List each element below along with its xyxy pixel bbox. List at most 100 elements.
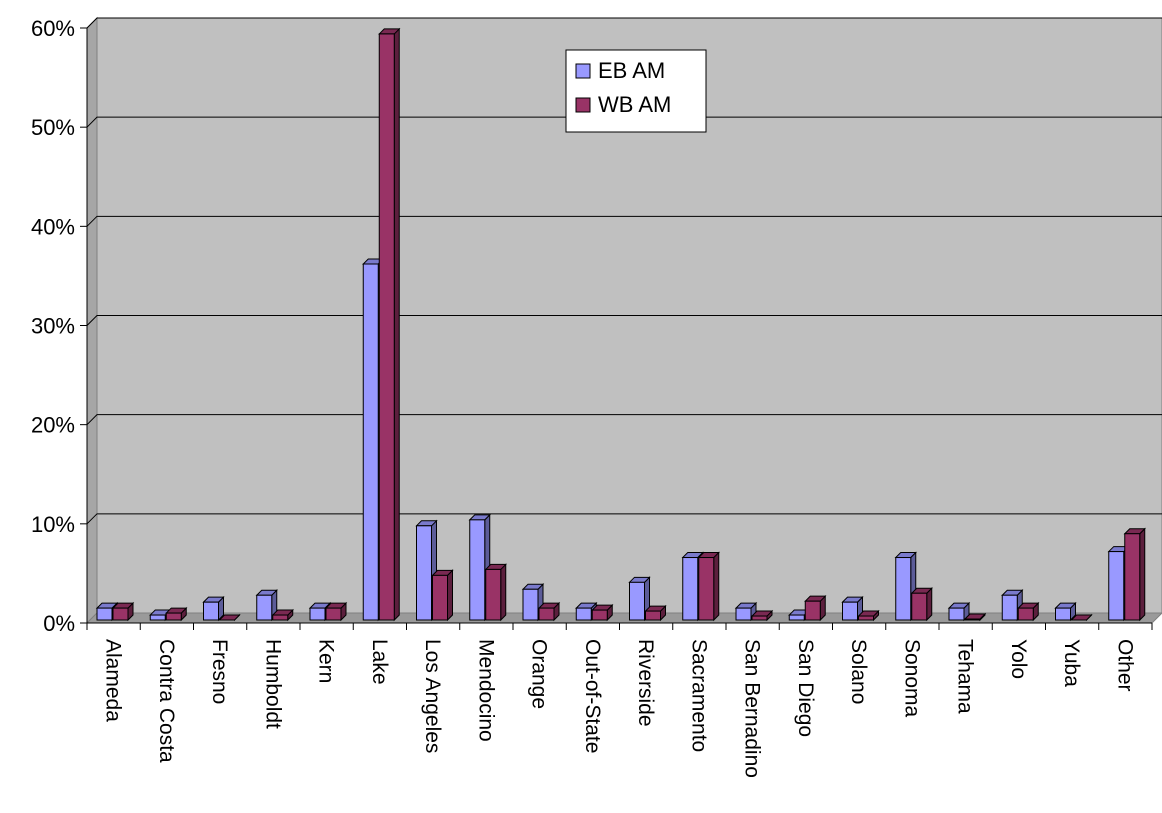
bar-front: [485, 568, 502, 621]
bar-front: [256, 594, 273, 621]
bar-front: [165, 612, 182, 621]
bar-front: [1055, 607, 1071, 621]
bar-side: [500, 563, 507, 622]
y-tick-label: 60%: [31, 16, 75, 41]
x-tick-label: Out-of-State: [581, 639, 604, 753]
bar-front: [522, 588, 539, 621]
bar-wb-am-humboldt: [271, 608, 294, 622]
bar-side: [393, 27, 400, 622]
gridline: [86, 17, 1162, 29]
bar-wb-am-contra-costa: [165, 606, 188, 622]
bar-front: [682, 557, 699, 621]
bar-front: [149, 614, 166, 621]
gridline: [86, 215, 1162, 227]
x-tick-label: Mendocino: [474, 639, 497, 742]
x-tick-label: Yolo: [1007, 639, 1030, 679]
x-tick-label: Humboldt: [261, 639, 284, 729]
x-tick-label: Kern: [315, 639, 338, 683]
bar-front: [948, 607, 965, 621]
bar-wb-am-alameda: [111, 601, 135, 622]
bar-wb-am-fresno: [218, 613, 241, 622]
bar-top: [218, 614, 241, 621]
bar-wb-am-solano: [857, 609, 880, 622]
legend-swatch: [575, 63, 591, 79]
y-tick-label: 0%: [43, 611, 75, 636]
x-tick-label: Los Angeles: [421, 639, 444, 753]
x-tick-label: Lake: [368, 639, 391, 685]
bar-front: [538, 607, 555, 621]
gridline: [86, 116, 1162, 128]
bar-front: [698, 557, 715, 621]
legend-label: WB AM: [598, 92, 671, 117]
bar-wb-am-out-of-state: [591, 603, 614, 622]
bar-eb-am-fresno: [202, 595, 225, 622]
x-tick-label: San Bernadino: [741, 639, 764, 778]
bar-wb-am-sacramento: [697, 551, 720, 622]
bar-wb-am-yuba: [1070, 613, 1093, 622]
plot-floor: [85, 612, 1162, 624]
bar-wb-am-san-bernadino: [750, 609, 774, 622]
bar-front: [378, 33, 395, 621]
bar-wb-am-orange: [537, 601, 561, 622]
x-tick-label: Sonoma: [900, 639, 923, 718]
bar-front: [629, 581, 645, 621]
x-tick-label: Other: [1113, 639, 1136, 692]
bar-front: [1124, 533, 1141, 621]
bar-front: [325, 607, 342, 621]
bar-front: [416, 525, 432, 621]
bar-front: [964, 618, 981, 621]
bar-wb-am-lake: [378, 27, 401, 622]
bar-front: [1108, 551, 1125, 621]
bar-front: [804, 600, 821, 621]
bar-wb-am-other: [1123, 527, 1146, 622]
x-tick-label: San Diego: [794, 639, 817, 737]
bar-wb-am-san-diego: [804, 594, 827, 622]
bar-front: [858, 615, 874, 621]
x-tick-label: Solano: [847, 639, 870, 704]
bar-front: [575, 607, 592, 621]
gridline: [86, 513, 1162, 525]
x-tick-label: Contra Costa: [155, 639, 178, 763]
y-tick-label: 30%: [31, 314, 75, 339]
bar-wb-am-sonoma: [910, 587, 933, 622]
x-tick-label: Sacramento: [687, 639, 710, 752]
bar-front: [735, 607, 752, 621]
bar-side: [447, 569, 453, 622]
bar-eb-am-humboldt: [255, 589, 278, 622]
x-tick-label: Riverside: [634, 639, 657, 727]
x-tick-label: Fresno: [208, 639, 231, 704]
bar-side: [713, 551, 720, 622]
bar-front: [432, 574, 448, 621]
bar-side: [1139, 527, 1146, 622]
x-tick-label: Orange: [528, 639, 551, 709]
bar-front: [1001, 594, 1018, 621]
y-tick-label: 20%: [31, 413, 75, 438]
bar-wb-am-tehama: [963, 612, 987, 622]
gridline: [86, 315, 1162, 326]
bar-front: [911, 592, 928, 621]
bar-front: [203, 601, 219, 621]
bar-top: [1070, 614, 1093, 621]
bar-wb-am-kern: [324, 601, 348, 622]
legend-label: EB AM: [598, 58, 665, 83]
bar-front: [751, 615, 768, 621]
x-tick-label: Tehama: [954, 639, 977, 714]
bar-front: [1017, 607, 1034, 621]
bar-wb-am-mendocino: [484, 563, 507, 622]
legend-swatch: [575, 97, 591, 113]
bar-wb-am-yolo: [1017, 601, 1040, 622]
bar-front: [895, 557, 912, 621]
bar-front: [362, 263, 379, 621]
gridline: [86, 414, 1162, 426]
x-tick-label: Alameda: [102, 639, 125, 722]
bar-wb-am-los-angeles: [431, 569, 454, 622]
bar-front: [788, 614, 805, 621]
bar-front: [842, 601, 858, 621]
y-tick-label: 10%: [31, 512, 75, 537]
bar-eb-am-solano: [841, 595, 864, 622]
bar-front: [112, 607, 129, 621]
bar-eb-am-orange: [521, 583, 545, 622]
bar-front: [469, 519, 486, 621]
